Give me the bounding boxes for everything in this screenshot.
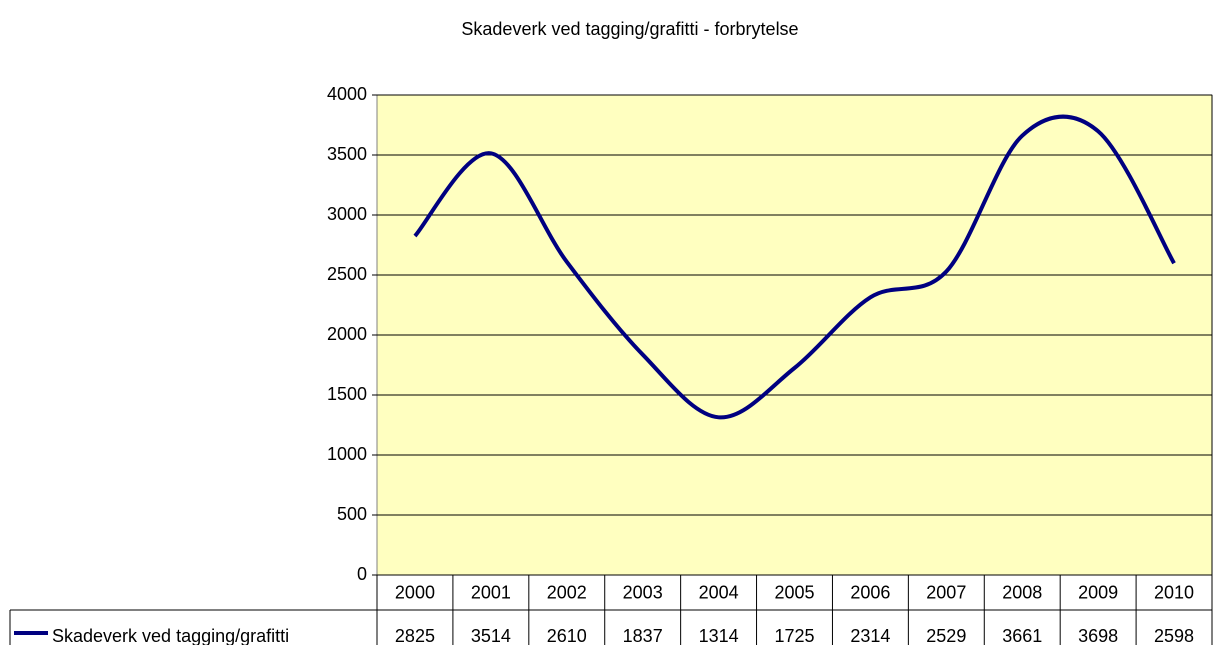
y-tick-label: 2000 xyxy=(327,324,367,344)
y-tick-label: 4000 xyxy=(327,84,367,104)
data-table-value: 2314 xyxy=(850,626,890,645)
x-tick-label: 2000 xyxy=(395,582,435,602)
legend-label: Skadeverk ved tagging/grafitti xyxy=(52,626,289,645)
data-table-value: 2610 xyxy=(547,626,587,645)
y-tick-label: 0 xyxy=(357,564,367,584)
chart-title: Skadeverk ved tagging/grafitti - forbryt… xyxy=(461,19,798,39)
data-table-value: 3514 xyxy=(471,626,511,645)
x-tick-label: 2003 xyxy=(623,582,663,602)
x-tick-label: 2009 xyxy=(1078,582,1118,602)
y-tick-label: 3500 xyxy=(327,144,367,164)
y-tick-label: 2500 xyxy=(327,264,367,284)
series-line xyxy=(413,114,1176,420)
x-tick-label: 2002 xyxy=(547,582,587,602)
data-table-value: 3661 xyxy=(1002,626,1042,645)
x-tick-label: 2008 xyxy=(1002,582,1042,602)
data-table-value: 1837 xyxy=(623,626,663,645)
data-table-value: 1314 xyxy=(699,626,739,645)
y-tick-label: 1000 xyxy=(327,444,367,464)
x-tick-label: 2007 xyxy=(926,582,966,602)
data-table-value: 3698 xyxy=(1078,626,1118,645)
y-tick-label: 1500 xyxy=(327,384,367,404)
data-table-value: 2598 xyxy=(1154,626,1194,645)
x-tick-label: 2005 xyxy=(774,582,814,602)
x-tick-label: 2004 xyxy=(699,582,739,602)
data-table-value: 2529 xyxy=(926,626,966,645)
y-tick-label: 500 xyxy=(337,504,367,524)
data-table-value: 2825 xyxy=(395,626,435,645)
x-tick-label: 2001 xyxy=(471,582,511,602)
y-tick-label: 3000 xyxy=(327,204,367,224)
x-tick-label: 2010 xyxy=(1154,582,1194,602)
data-table-value: 1725 xyxy=(774,626,814,645)
x-tick-label: 2006 xyxy=(850,582,890,602)
